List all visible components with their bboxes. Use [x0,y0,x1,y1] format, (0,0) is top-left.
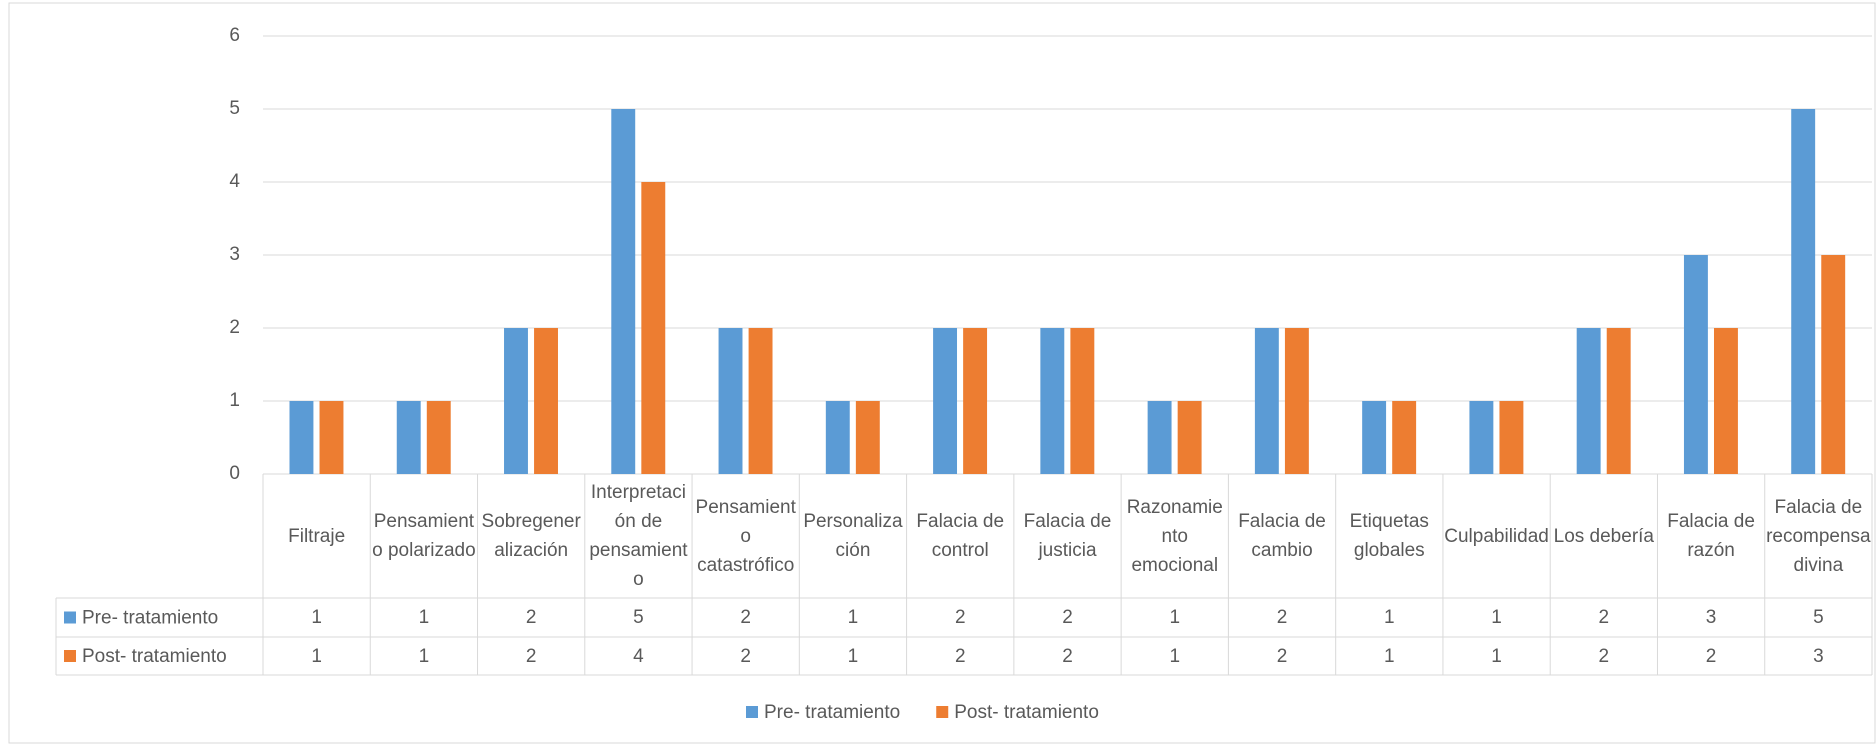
bar [289,401,314,474]
bar [426,401,451,474]
table-value: 1 [1384,645,1395,667]
table-value: 2 [740,607,751,628]
table-value: 2 [954,607,966,628]
bar [1362,401,1387,474]
table-value: 1 [1169,645,1181,667]
bar [1469,401,1494,474]
legend-key [936,706,949,718]
x-tick-label: Personalización [803,511,903,561]
bar [1040,328,1065,474]
bar [1821,255,1846,474]
x-tick-label: Los debería [1553,525,1654,547]
table-value: 1 [1384,607,1395,628]
chart-border [8,2,1876,744]
bar [718,328,743,474]
table-value: 1 [311,645,322,667]
table-value: 2 [740,645,751,667]
bar [1606,328,1631,474]
table-value: 1 [311,607,322,628]
bar [534,328,558,474]
table-value: 2 [1062,645,1073,667]
bar [1713,328,1738,474]
y-tick-label: 5 [229,98,240,119]
table-value: 2 [1598,645,1610,667]
table-legend-key [64,611,76,624]
legend-label: Pre- tratamiento [764,702,900,723]
x-tick-label: Pensamiento catastrófico [695,496,796,576]
table-series-name: Pre- tratamiento [82,608,218,629]
x-tick-label: Falacia de recompensa divina [1766,496,1871,576]
legend-key [746,706,758,718]
bar [1683,255,1708,474]
y-tick-label: 2 [229,317,240,338]
x-tick-label: Pensamiento polarizado [372,511,476,561]
table-value: 5 [1813,607,1824,628]
x-tick-label: Filtraje [288,525,346,547]
y-tick-label: 6 [229,25,240,46]
table-value: 1 [418,645,430,667]
bar [855,401,880,474]
bar [1499,401,1524,474]
table-value: 1 [1491,645,1502,667]
table-value: 2 [525,645,537,667]
bar [1254,328,1279,474]
legend-label: Post- tratamiento [954,702,1099,723]
bar [611,109,636,474]
bar [1177,401,1202,474]
bar [1392,401,1417,474]
table-value: 3 [1705,607,1717,628]
bar [825,401,850,474]
y-tick-label: 3 [229,244,240,265]
table-value: 4 [633,645,644,667]
bar [933,328,958,474]
bar [396,401,421,474]
table-value: 1 [847,607,859,628]
bar [748,328,773,474]
x-tick-label: Sobregeneralización [481,511,581,561]
x-tick-label: Interpretación de pensamiento [589,482,688,590]
y-tick-label: 4 [229,171,240,192]
bar [1070,328,1095,474]
y-tick-label: 1 [229,390,240,411]
table-legend-key [64,650,76,662]
table-value: 2 [1705,645,1717,667]
bar [641,182,666,474]
table-value: 5 [633,607,644,628]
bar [1284,328,1309,474]
bar [1791,109,1816,474]
table-value: 1 [1169,607,1181,628]
x-tick-label: Falacia de justicia [1023,511,1112,561]
table-value: 3 [1813,645,1824,667]
table-value: 1 [418,607,430,628]
bar [1147,401,1172,474]
table-value: 1 [847,645,859,667]
bar [1576,328,1601,474]
bar [319,401,344,474]
table-value: 2 [954,645,966,667]
table-value: 2 [525,607,537,628]
x-tick-label: Falacia de razón [1667,511,1755,561]
table-value: 1 [1491,607,1502,628]
table-series-name: Post- tratamiento [82,646,227,667]
x-tick-label: Razonamiento emocional [1126,496,1223,576]
x-tick-label: Falacia de control [916,511,1005,561]
table-value: 2 [1276,607,1288,628]
table-value: 2 [1276,645,1288,667]
bar [504,328,528,474]
x-tick-label: Culpabilidad [1444,525,1549,547]
table-value: 2 [1598,607,1610,628]
x-tick-label: Falacia de cambio [1238,511,1326,561]
x-tick-label: Etiquetas globales [1349,511,1429,561]
table-value: 2 [1062,607,1073,628]
bar [963,328,988,474]
y-tick-label: 0 [229,463,240,484]
